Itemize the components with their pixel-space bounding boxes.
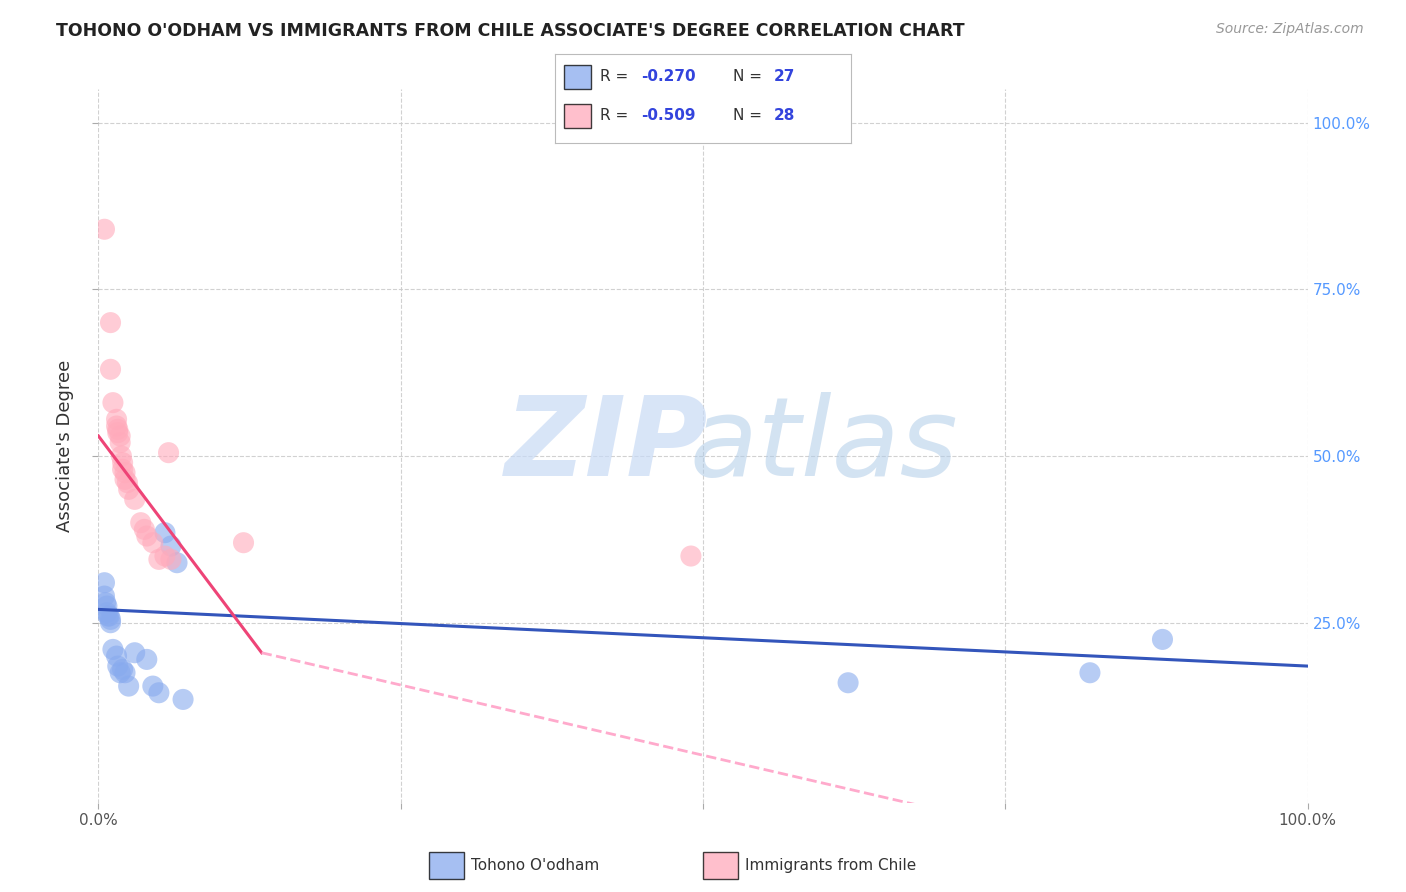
Text: N =: N = <box>733 109 766 123</box>
Point <box>129 516 152 530</box>
Point <box>98 609 121 624</box>
Point <box>100 615 122 630</box>
Point <box>124 646 146 660</box>
Text: Tohono O'odham: Tohono O'odham <box>471 858 599 872</box>
Point <box>105 649 128 664</box>
Point <box>111 456 134 470</box>
Point <box>172 692 194 706</box>
Point <box>100 362 122 376</box>
Y-axis label: Associate's Degree: Associate's Degree <box>56 359 75 533</box>
Text: R =: R = <box>599 70 633 84</box>
Point <box>111 462 134 476</box>
Point <box>134 522 156 536</box>
Text: -0.270: -0.270 <box>641 70 696 84</box>
Point <box>160 539 183 553</box>
Point <box>160 552 183 566</box>
Point <box>96 599 118 613</box>
Point <box>148 686 170 700</box>
Point <box>1078 665 1101 680</box>
Point <box>837 675 859 690</box>
Point <box>142 535 165 549</box>
Text: -0.509: -0.509 <box>641 109 696 123</box>
Point <box>108 665 131 680</box>
Point <box>111 662 134 676</box>
Point <box>107 659 129 673</box>
Point <box>100 612 122 626</box>
Point <box>166 556 188 570</box>
Point <box>118 483 141 497</box>
Point <box>96 606 118 620</box>
Point <box>94 596 117 610</box>
Point <box>124 492 146 507</box>
Point <box>114 665 136 680</box>
Point <box>135 529 157 543</box>
Point <box>97 609 120 624</box>
Point <box>93 222 115 236</box>
Point <box>153 525 176 540</box>
Point <box>107 425 129 440</box>
Point <box>105 419 128 434</box>
Point <box>135 652 157 666</box>
Point <box>101 642 124 657</box>
Point <box>108 435 131 450</box>
Point <box>157 445 180 459</box>
Point <box>114 472 136 486</box>
Point <box>114 466 136 480</box>
Point <box>118 679 141 693</box>
Point <box>232 535 254 549</box>
FancyBboxPatch shape <box>564 65 591 89</box>
Point <box>105 412 128 426</box>
Text: ZIP: ZIP <box>505 392 709 500</box>
Point <box>153 549 176 563</box>
Point <box>101 395 124 409</box>
Text: 27: 27 <box>773 70 796 84</box>
Text: R =: R = <box>599 109 633 123</box>
Text: TOHONO O'ODHAM VS IMMIGRANTS FROM CHILE ASSOCIATE'S DEGREE CORRELATION CHART: TOHONO O'ODHAM VS IMMIGRANTS FROM CHILE … <box>56 22 965 40</box>
Point <box>148 552 170 566</box>
Point <box>1152 632 1174 647</box>
Text: atlas: atlas <box>689 392 959 500</box>
Text: N =: N = <box>733 70 766 84</box>
Point <box>107 422 129 436</box>
Text: 28: 28 <box>773 109 796 123</box>
Point <box>100 316 122 330</box>
FancyBboxPatch shape <box>564 104 591 128</box>
Point <box>142 679 165 693</box>
Point <box>679 549 702 563</box>
Point <box>110 449 132 463</box>
Point <box>93 589 115 603</box>
Point <box>108 429 131 443</box>
Point <box>117 475 139 490</box>
Text: Immigrants from Chile: Immigrants from Chile <box>745 858 917 872</box>
Point <box>93 575 115 590</box>
Text: Source: ZipAtlas.com: Source: ZipAtlas.com <box>1216 22 1364 37</box>
